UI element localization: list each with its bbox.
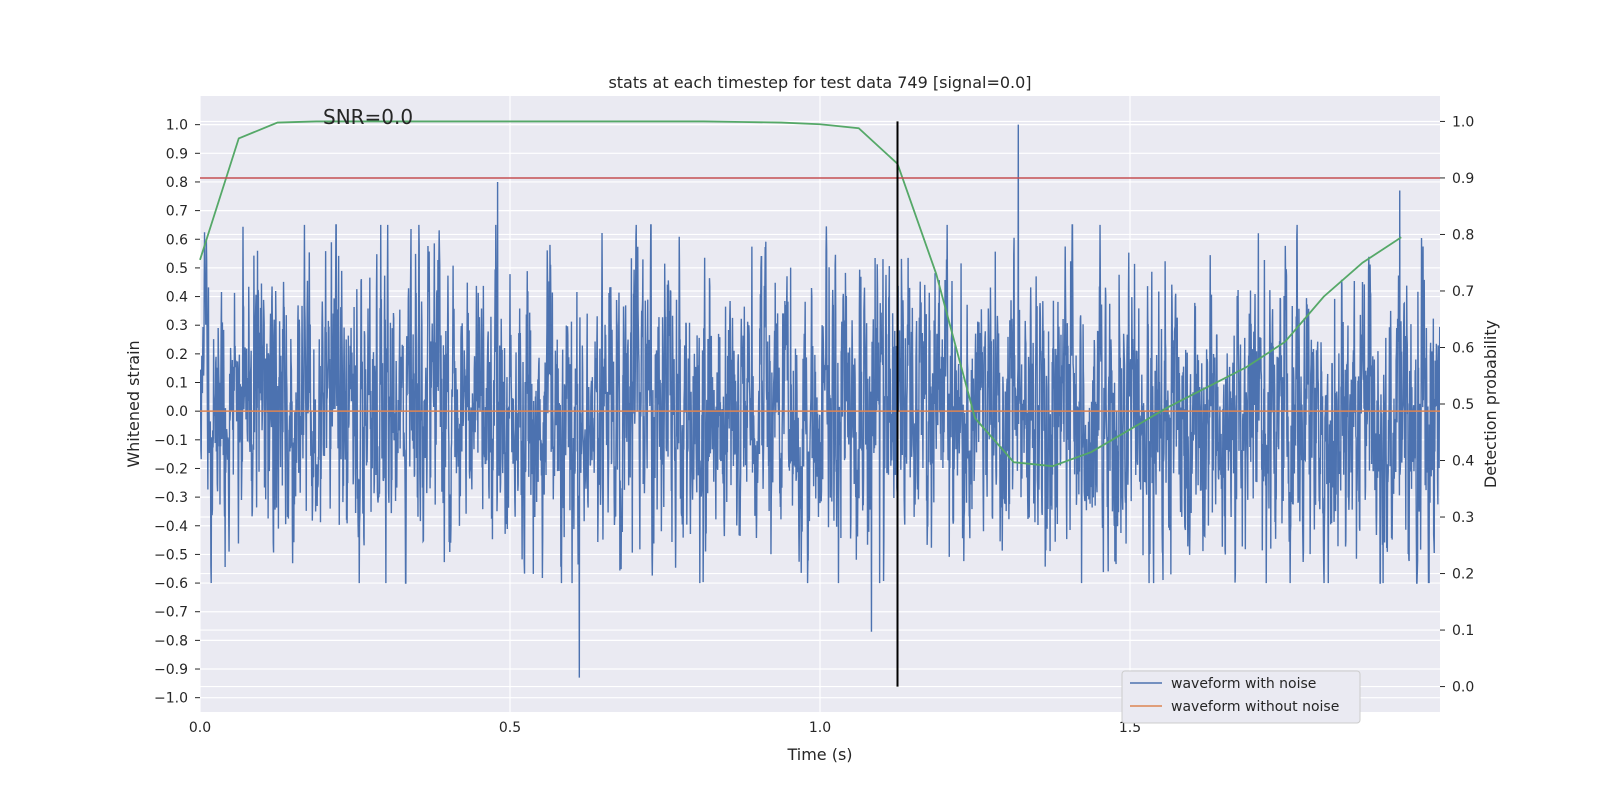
- y2-tick-label: 0.1: [1452, 623, 1474, 639]
- detection-probability-line: [199, 120, 1402, 468]
- y-tick-label: −0.8: [154, 633, 188, 649]
- y2-tick-label: 0.0: [1452, 680, 1474, 696]
- x-axis-label: Time (s): [786, 745, 852, 764]
- x-tick-label: 1.0: [809, 720, 831, 736]
- y-tick-label: 0.4: [166, 290, 188, 306]
- y2-tick-label: 0.7: [1452, 284, 1474, 300]
- y2-tick-label: 0.9: [1452, 171, 1474, 187]
- y-tick-label: 0.0: [166, 404, 188, 420]
- legend-box: [1121, 670, 1361, 724]
- legend-label-waveform-with-noise: waveform with noise: [1171, 676, 1316, 692]
- y2-tick-label: 0.8: [1452, 227, 1474, 243]
- y2-tick-label: 1.0: [1452, 114, 1474, 130]
- waveform-with-noise-line: [200, 124, 1440, 678]
- y-tick-label: 0.6: [166, 232, 188, 248]
- y-tick-label: −0.7: [154, 605, 188, 621]
- y-tick-label: 0.5: [166, 261, 188, 277]
- y2-axis-label: Detection probability: [1481, 320, 1500, 488]
- y-tick-label: 0.3: [166, 318, 188, 334]
- y-tick-label: −0.5: [154, 547, 188, 563]
- legend: waveform with noise waveform without noi…: [1121, 670, 1361, 724]
- y2-tick-label: 0.4: [1452, 454, 1474, 470]
- y-tick-label: −1.0: [154, 691, 188, 707]
- y-axis-ticks: −1.0 −0.9 −0.8 −0.7 −0.6 −0.5 −0.4 −0.3 −0.2 −0.1…: [154, 118, 200, 707]
- y2-tick-label: 0.2: [1452, 567, 1474, 583]
- y-axis-label: Whitened strain: [124, 340, 143, 467]
- y-tick-label: 0.8: [166, 175, 188, 191]
- y2-tick-label: 0.3: [1452, 510, 1474, 526]
- y-tick-label: −0.4: [154, 519, 188, 535]
- x-tick-label: 0.5: [499, 720, 521, 736]
- y2-tick-label: 0.5: [1452, 397, 1474, 413]
- y-tick-label: −0.9: [154, 662, 188, 678]
- chart-title: stats at each timestep for test data 749…: [608, 73, 1031, 92]
- snr-annotation: SNR=0.0: [323, 105, 413, 129]
- y-tick-label: 1.0: [166, 118, 188, 134]
- markers: [200, 121, 1440, 687]
- x-axis-ticks: 0.0 0.5 1.0 1.5: [189, 720, 1141, 736]
- series-detection-probability: [199, 120, 1402, 468]
- y-tick-label: −0.3: [154, 490, 188, 506]
- y-tick-label: 0.7: [166, 204, 188, 220]
- y2-axis-ticks: 0.0 0.1 0.2 0.3 0.4 0.5 0.6 0.7 0.8 0.9 1.0: [1440, 114, 1474, 696]
- y-tick-label: −0.2: [154, 461, 188, 477]
- x-tick-label: 1.5: [1119, 720, 1141, 736]
- y-tick-label: −0.1: [154, 433, 188, 449]
- y-tick-label: 0.9: [166, 146, 188, 162]
- y-tick-label: 0.1: [166, 376, 188, 392]
- y-tick-label: 0.2: [166, 347, 188, 363]
- y-tick-label: −0.6: [154, 576, 188, 592]
- legend-label-waveform-without-noise: waveform without noise: [1171, 699, 1339, 715]
- x-tick-label: 0.0: [189, 720, 211, 736]
- series-waveform-with-noise: [200, 124, 1440, 678]
- y2-tick-label: 0.6: [1452, 340, 1474, 356]
